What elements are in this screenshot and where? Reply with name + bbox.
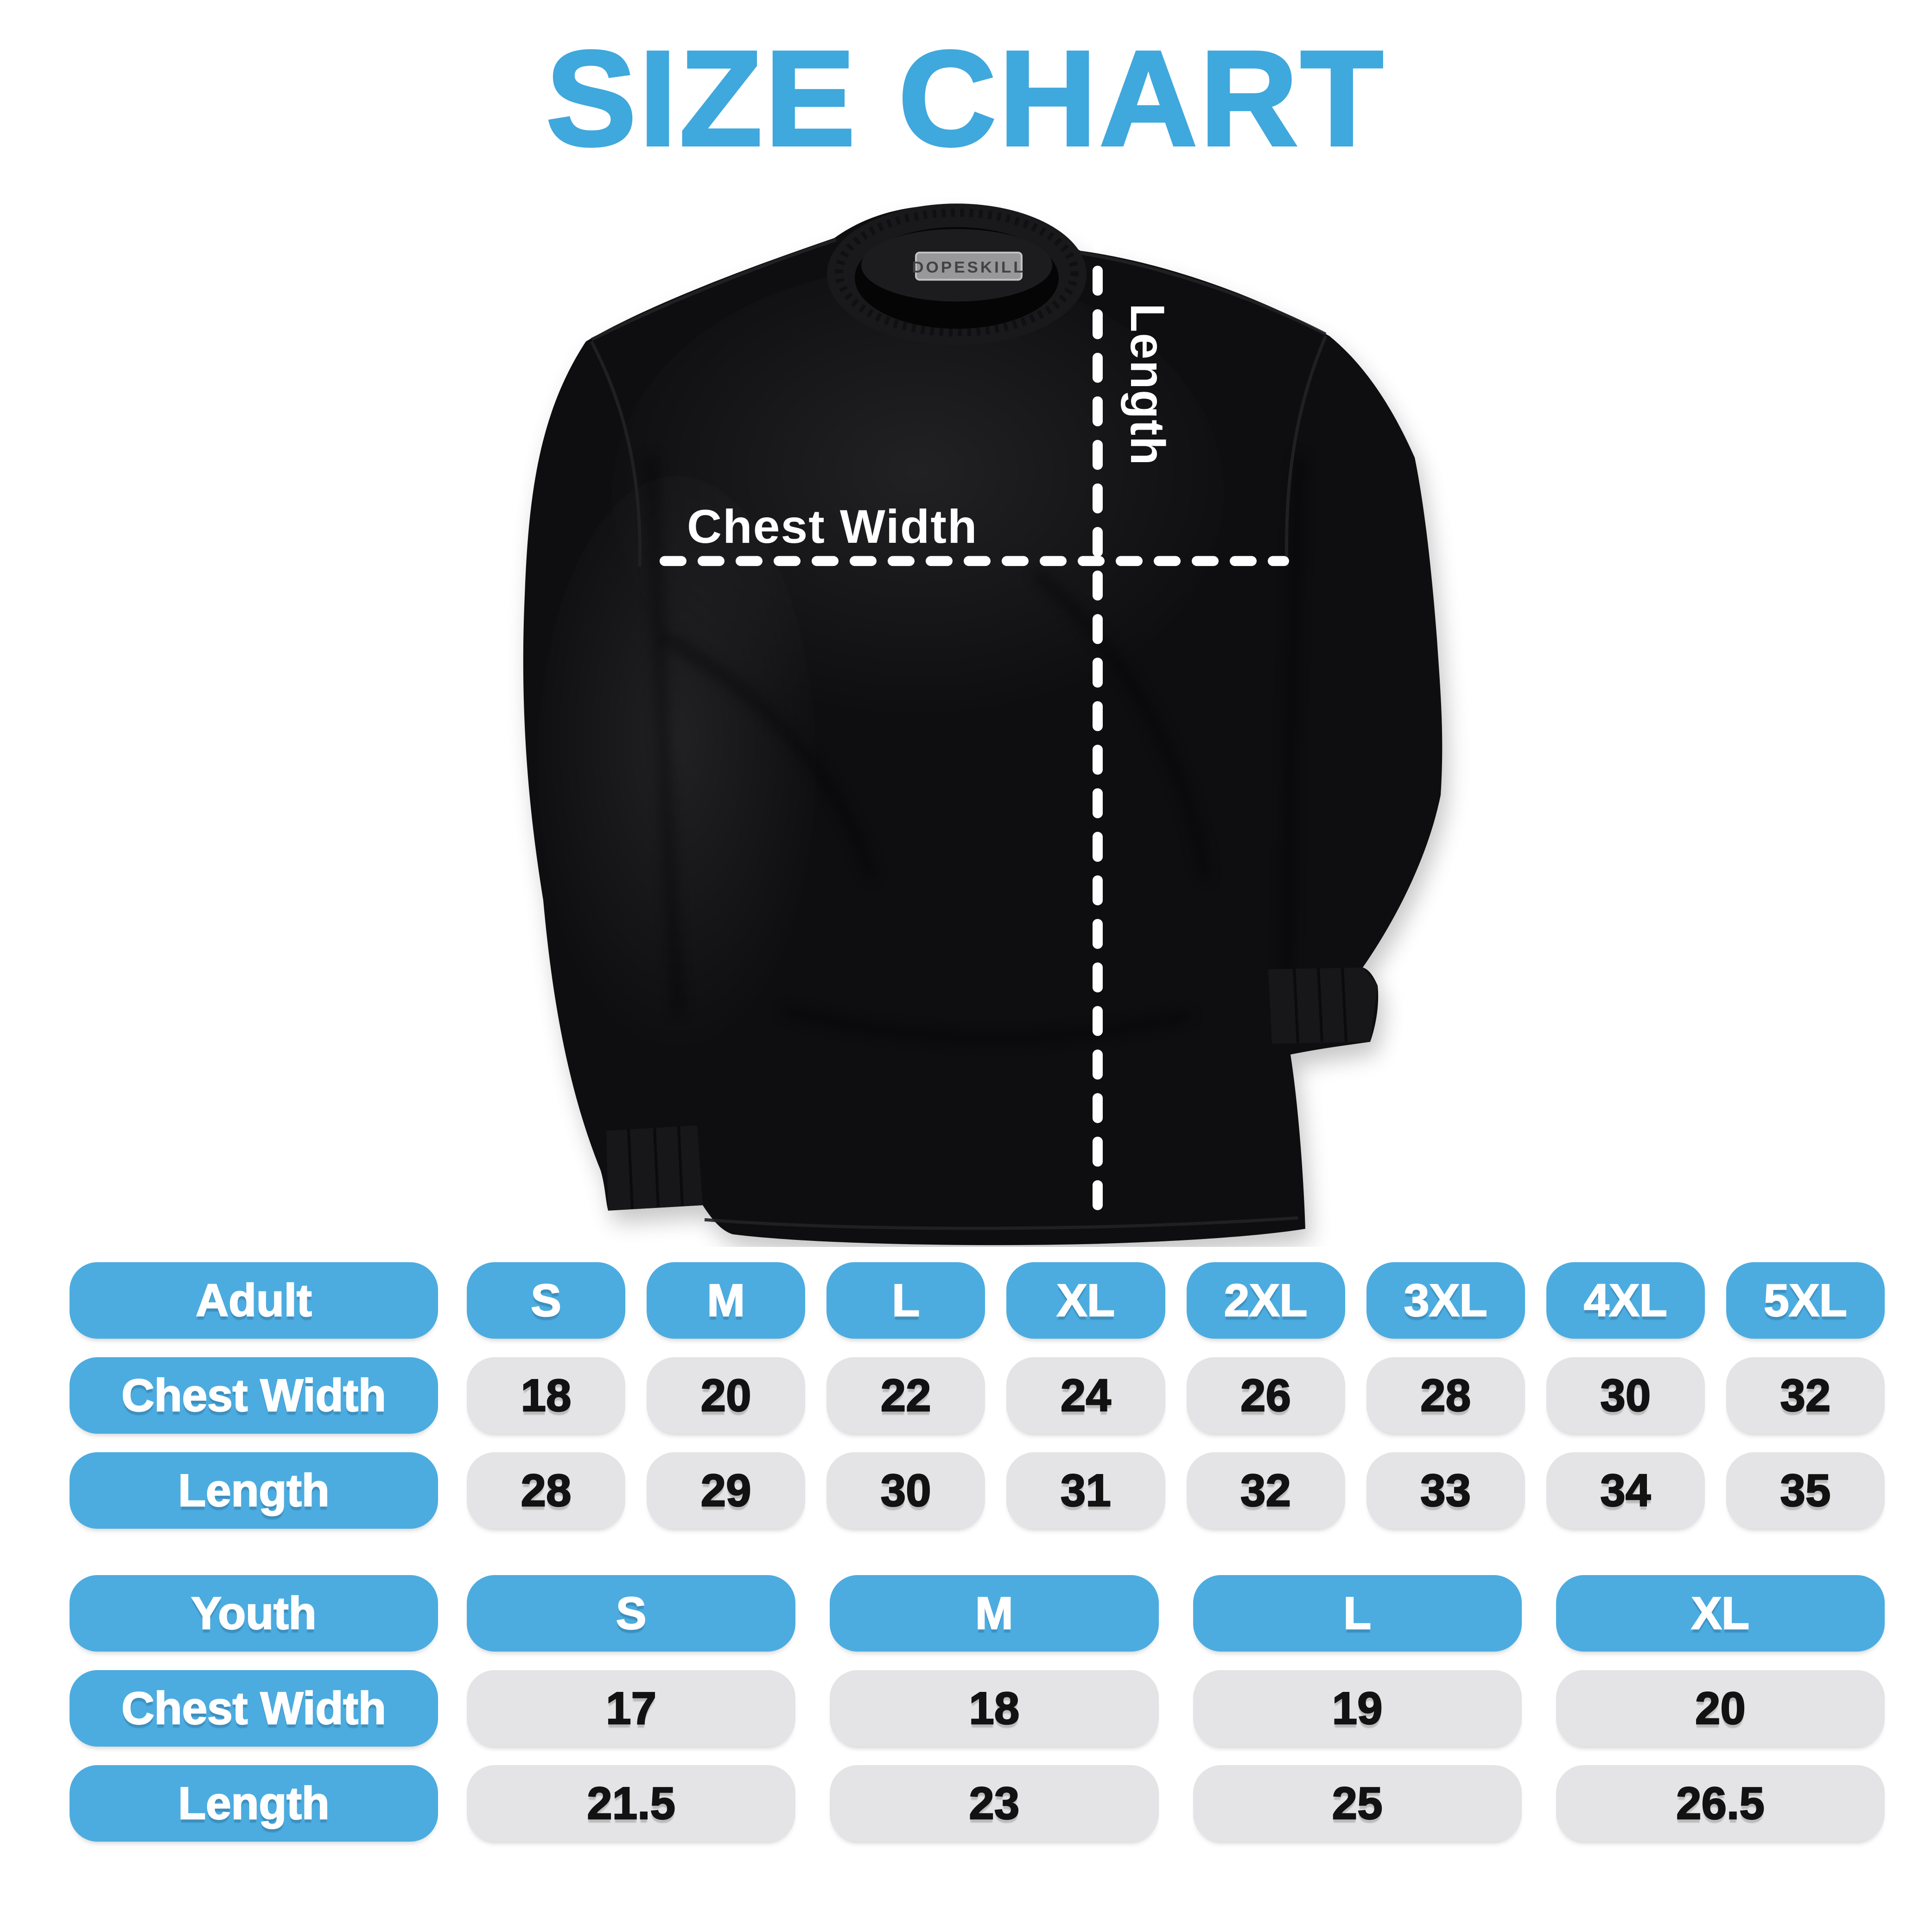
value-pill: 28 (1366, 1357, 1525, 1434)
shirt-seams (590, 238, 1328, 1230)
value-pill: 18 (467, 1357, 626, 1434)
value-pill: 25 (1193, 1765, 1522, 1842)
value-pill: 26.5 (1556, 1765, 1885, 1842)
size-pill: M (830, 1575, 1159, 1652)
adult-length-row: Length 28 29 30 31 32 33 34 35 (70, 1452, 1885, 1529)
youth-size-header-cells: S M L XL (467, 1575, 1885, 1652)
value-pill: 17 (467, 1670, 796, 1747)
size-pill: 4XL (1546, 1262, 1705, 1339)
row-label-pill: Length (70, 1765, 438, 1842)
youth-length-row-cells: 21.5 23 25 26.5 (467, 1765, 1885, 1842)
value-pill: 20 (647, 1357, 806, 1434)
value-pill: 34 (1546, 1452, 1705, 1529)
youth-header-row: Youth S M L XL (70, 1575, 1885, 1652)
value-pill: 33 (1366, 1452, 1525, 1529)
adult-chest-width-row-cells: 18 20 22 24 26 28 30 32 (467, 1357, 1885, 1434)
size-pill: L (826, 1262, 985, 1339)
fabric-highlight-sleeve (538, 476, 816, 1056)
value-pill: 22 (826, 1357, 985, 1434)
youth-group-label-pill: Youth (70, 1575, 438, 1652)
value-pill: 31 (1006, 1452, 1165, 1529)
adult-length-row-cells: 28 29 30 31 32 33 34 35 (467, 1452, 1885, 1529)
size-tables: Adult S M L XL 2XL 3XL 4XL 5XL Chest Width 18 20 22 2… (70, 1262, 1885, 1860)
adult-size-header-cells: S M L XL 2XL 3XL 4XL 5XL (467, 1262, 1885, 1339)
length-label: Length (1121, 303, 1175, 466)
long-sleeve-shirt-illustration: DOPESKILL Chest Width Length (523, 203, 1448, 1247)
value-pill: 20 (1556, 1670, 1885, 1747)
fabric-folds (646, 453, 1304, 1043)
size-pill: XL (1556, 1575, 1885, 1652)
value-pill: 21.5 (467, 1765, 796, 1842)
size-pill: S (467, 1575, 796, 1652)
value-pill: 24 (1006, 1357, 1165, 1434)
size-pill: 3XL (1366, 1262, 1525, 1339)
chest-width-label: Chest Width (687, 500, 978, 553)
value-pill: 35 (1726, 1452, 1885, 1529)
value-pill: 32 (1186, 1452, 1345, 1529)
adult-group-label-pill: Adult (70, 1262, 438, 1339)
value-pill: 29 (647, 1452, 806, 1529)
youth-chest-width-row: Chest Width 17 18 19 20 (70, 1670, 1885, 1747)
row-label-pill: Chest Width (70, 1670, 438, 1747)
value-pill: 23 (830, 1765, 1159, 1842)
size-pill: L (1193, 1575, 1522, 1652)
youth-size-table: Youth S M L XL Chest Width 17 18 19 20 Length 21.5 2… (70, 1575, 1885, 1842)
row-label-pill: Length (70, 1452, 438, 1529)
size-pill: 5XL (1726, 1262, 1885, 1339)
size-pill: XL (1006, 1262, 1165, 1339)
youth-length-row: Length 21.5 23 25 26.5 (70, 1765, 1885, 1842)
value-pill: 18 (830, 1670, 1159, 1747)
youth-chest-width-row-cells: 17 18 19 20 (467, 1670, 1885, 1747)
value-pill: 26 (1186, 1357, 1345, 1434)
value-pill: 30 (1546, 1357, 1705, 1434)
adult-size-table: Adult S M L XL 2XL 3XL 4XL 5XL Chest Width 18 20 22 2… (70, 1262, 1885, 1529)
size-pill: 2XL (1186, 1262, 1345, 1339)
brand-label: DOPESKILL (912, 259, 1025, 276)
value-pill: 32 (1726, 1357, 1885, 1434)
size-pill: M (647, 1262, 806, 1339)
size-pill: S (467, 1262, 626, 1339)
value-pill: 28 (467, 1452, 626, 1529)
adult-header-row: Adult S M L XL 2XL 3XL 4XL 5XL (70, 1262, 1885, 1339)
left-cuff (606, 1125, 703, 1211)
adult-chest-width-row: Chest Width 18 20 22 24 26 28 30 32 (70, 1357, 1885, 1434)
row-label-pill: Chest Width (70, 1357, 438, 1434)
brand-tag: DOPESKILL (912, 251, 1025, 281)
shirt-diagram: DOPESKILL Chest Width Length (482, 185, 1483, 1247)
value-pill: 30 (826, 1452, 985, 1529)
value-pill: 19 (1193, 1670, 1522, 1747)
page-title: SIZE CHART (545, 23, 1386, 174)
right-cuff (1268, 967, 1378, 1044)
